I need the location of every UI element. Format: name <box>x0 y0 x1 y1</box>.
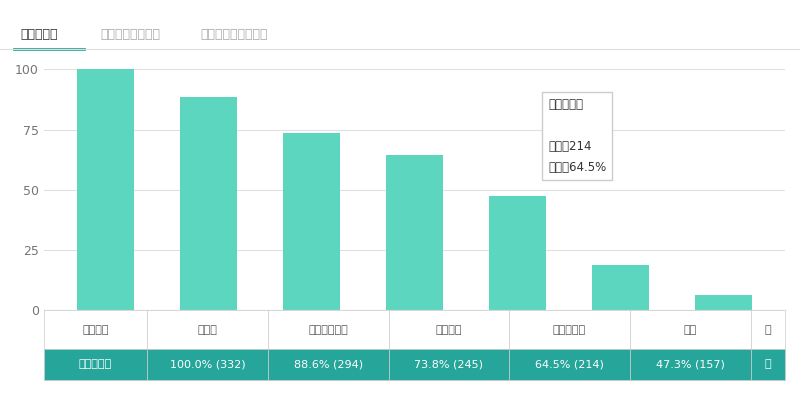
Text: 次フェーズ進捗率: 次フェーズ進捗率 <box>100 28 160 41</box>
FancyBboxPatch shape <box>44 349 147 380</box>
Text: 73.8% (245): 73.8% (245) <box>414 359 483 369</box>
Text: 有効コネクト: 有効コネクト <box>308 325 348 335</box>
FancyBboxPatch shape <box>750 310 785 349</box>
Text: 47.3% (157): 47.3% (157) <box>656 359 725 369</box>
FancyBboxPatch shape <box>147 349 268 380</box>
Bar <box>77 70 134 310</box>
Text: 88.6% (294): 88.6% (294) <box>294 359 362 369</box>
FancyBboxPatch shape <box>630 349 750 380</box>
FancyBboxPatch shape <box>268 310 389 349</box>
FancyBboxPatch shape <box>750 349 785 380</box>
FancyBboxPatch shape <box>389 310 509 349</box>
Text: トライアル

件数：214
継持：64.5%: トライアル 件数：214 継持：64.5% <box>548 98 606 174</box>
Text: 64.5% (214): 64.5% (214) <box>535 359 604 369</box>
Text: フェーズ: フェーズ <box>82 325 109 335</box>
Bar <box>695 295 751 310</box>
Text: ク: ク <box>765 359 771 369</box>
FancyBboxPatch shape <box>268 349 389 380</box>
Text: 案件維持率: 案件維持率 <box>20 28 58 41</box>
Text: 初回面談: 初回面談 <box>435 325 462 335</box>
FancyBboxPatch shape <box>630 310 750 349</box>
Bar <box>489 196 546 310</box>
Bar <box>283 133 340 310</box>
Text: ク: ク <box>765 325 771 335</box>
FancyBboxPatch shape <box>44 310 147 349</box>
Text: 最終フェーズ到達率: 最終フェーズ到達率 <box>200 28 267 41</box>
Bar <box>592 265 649 310</box>
Bar <box>386 155 442 310</box>
Text: トライアル: トライアル <box>553 325 586 335</box>
Bar <box>180 97 237 310</box>
FancyBboxPatch shape <box>509 349 630 380</box>
Text: 案件維持率: 案件維持率 <box>79 359 112 369</box>
FancyBboxPatch shape <box>509 310 630 349</box>
Text: リード: リード <box>198 325 218 335</box>
FancyBboxPatch shape <box>389 349 509 380</box>
Text: 見積: 見積 <box>683 325 697 335</box>
Text: 100.0% (332): 100.0% (332) <box>170 359 246 369</box>
FancyBboxPatch shape <box>147 310 268 349</box>
